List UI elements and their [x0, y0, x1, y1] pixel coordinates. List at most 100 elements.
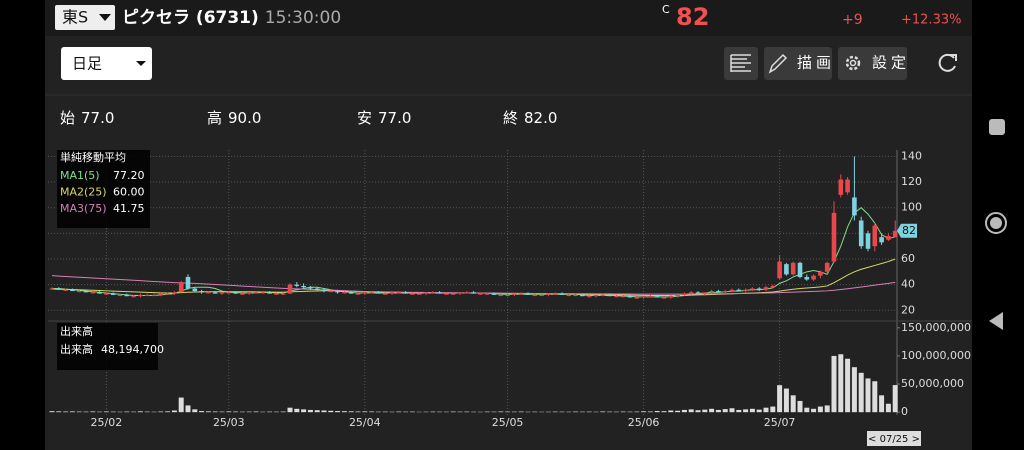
period: 日足: [72, 55, 102, 73]
candle-body: [620, 296, 626, 298]
volume-bar: [110, 411, 116, 413]
candle-body: [865, 233, 871, 249]
candle-body: [580, 294, 585, 297]
candle-body: [614, 296, 619, 298]
ohlc-label: 高: [207, 109, 222, 127]
candle-body: [70, 289, 75, 292]
volume-bar: [573, 411, 579, 413]
candle-body: [858, 220, 864, 247]
candle-body: [770, 285, 776, 288]
x-tick-label: 25/02: [91, 416, 123, 429]
y-tick-label: 20: [901, 303, 915, 316]
candle-body: [294, 284, 300, 286]
candle-body: [376, 292, 381, 294]
volume-bar: [722, 409, 728, 413]
volume-bar: [171, 410, 177, 413]
volume-bar: [233, 411, 239, 413]
volume-bar: [579, 411, 585, 413]
candle-body: [641, 296, 646, 298]
candle-body: [389, 292, 395, 294]
volume-bar: [607, 411, 613, 413]
volume-bar: [103, 411, 109, 413]
candle-body: [879, 237, 884, 243]
candle-body: [852, 197, 857, 216]
ma-legend-title: 単純移動平均: [60, 150, 126, 164]
candle-body: [648, 296, 653, 298]
volume-bar: [865, 378, 871, 413]
candle-body: [206, 292, 211, 294]
dropdown-arrow: [136, 61, 146, 66]
x-tick-label: 25/07: [764, 416, 796, 429]
volume-bar: [287, 407, 293, 413]
volume-bar: [199, 411, 205, 413]
volume-bar: [668, 410, 674, 413]
exchange-select[interactable]: [55, 5, 115, 30]
candle-body: [185, 276, 191, 289]
x-tick-label: 25/03: [213, 416, 245, 429]
last-price-tag: [897, 223, 917, 238]
candle-body: [886, 235, 891, 240]
x-tick-label: 25/06: [628, 416, 660, 429]
ma-legend-name: MA3(75): [60, 202, 107, 215]
candle-body: [688, 292, 694, 294]
ohlc-value: 77.0: [378, 109, 411, 127]
nav-back[interactable]: [989, 312, 1003, 330]
draw-button[interactable]: [764, 47, 832, 80]
volume-bar: [341, 411, 347, 413]
candle-body: [151, 294, 157, 296]
volume-bar: [165, 411, 171, 413]
candle-body: [56, 288, 62, 290]
candle-body: [348, 292, 354, 294]
volume-bar: [518, 411, 524, 413]
candle-body: [450, 293, 456, 295]
settings-button[interactable]: [838, 47, 907, 80]
indicator-icon: [730, 54, 751, 72]
candle-body: [423, 292, 429, 294]
candle-body: [824, 262, 830, 272]
candle-body: [518, 293, 524, 295]
volume-bar: [294, 408, 300, 413]
candle-body: [566, 294, 572, 296]
volume-bar: [409, 411, 415, 413]
refresh-icon[interactable]: [938, 53, 956, 72]
volume-bar: [634, 411, 640, 413]
candle-body: [328, 291, 334, 293]
volume-bar: [756, 409, 762, 413]
stock-name: ピクセラ (6731): [122, 8, 259, 28]
volume-bar: [804, 407, 810, 413]
volume-bar: [845, 358, 851, 413]
nav-recent[interactable]: [989, 119, 1005, 135]
ohlc-item: 始 77.0: [60, 109, 114, 127]
candle-body: [743, 289, 748, 292]
nav-home[interactable]: [985, 212, 1007, 234]
volume-bar: [783, 388, 789, 413]
candle-body: [845, 179, 850, 193]
candle-body: [804, 276, 810, 280]
candle-body: [240, 293, 245, 295]
candle-body: [178, 282, 184, 293]
candle-body: [321, 289, 327, 292]
candle-body: [301, 285, 306, 288]
candle-body: [437, 292, 442, 294]
candle-body: [90, 292, 96, 294]
volume-bar: [743, 409, 749, 413]
candle-body: [831, 212, 837, 262]
candle-body: [552, 293, 558, 295]
volume-bar: [450, 411, 456, 413]
volume-bar: [763, 407, 769, 413]
y-tick-label: 100: [901, 201, 922, 214]
period-select[interactable]: [61, 47, 152, 80]
volume-bar: [382, 411, 388, 413]
volume-bar: [797, 400, 803, 413]
chart: 20406080100120140050,000,000100,000,0001…: [48, 149, 972, 429]
volume-bar: [185, 405, 191, 413]
volume-bar: [301, 409, 307, 413]
volume-bar: [321, 410, 327, 413]
candle-body: [233, 292, 238, 294]
candle-body: [818, 271, 823, 276]
volume-bar: [396, 411, 402, 413]
ohlc-value: 82.0: [524, 109, 557, 127]
volume-bar: [267, 411, 273, 413]
volume-bar: [559, 411, 565, 413]
